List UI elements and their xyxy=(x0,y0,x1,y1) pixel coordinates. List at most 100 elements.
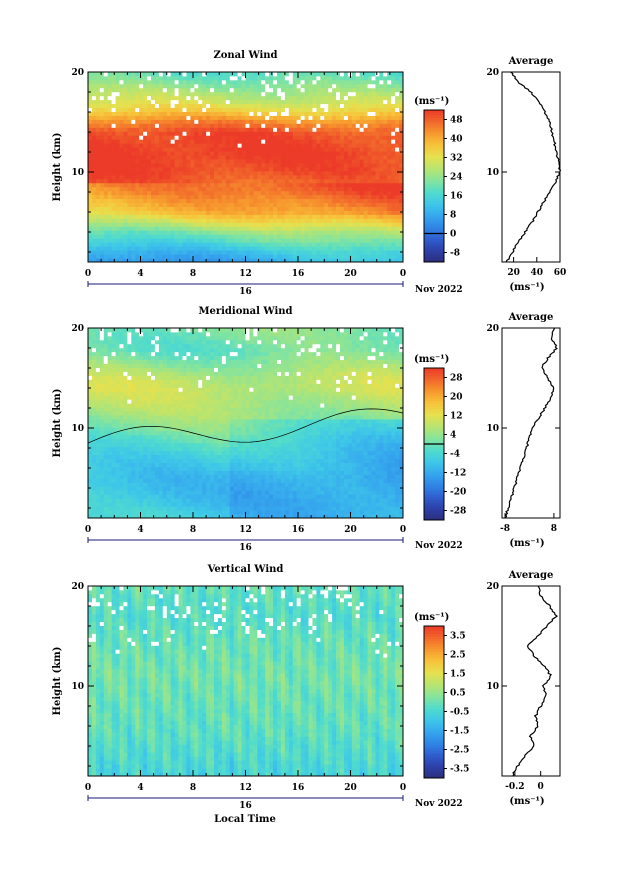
average-profile-line xyxy=(505,71,562,263)
day-label: 16 xyxy=(239,543,252,553)
average-x-tick-label: 60 xyxy=(554,268,567,278)
panel-title: Zonal Wind xyxy=(213,50,277,61)
panel-title: Vertical Wind xyxy=(207,564,284,575)
average-frame xyxy=(501,327,561,519)
colorbar-tick-label: 40 xyxy=(450,135,463,145)
average-title: Average xyxy=(508,570,554,581)
heatmap-field xyxy=(88,586,403,776)
x-tick-label: 8 xyxy=(190,783,196,793)
y-tick-label: 10 xyxy=(71,168,84,178)
colorbar-tick-label: -4 xyxy=(450,450,460,460)
average-x-tick-label: 20 xyxy=(507,268,520,278)
day-label: 16 xyxy=(239,801,252,811)
colorbar-tick-label: -2.5 xyxy=(450,746,469,756)
date-label: Nov 2022 xyxy=(415,799,463,809)
x-tick-label: 12 xyxy=(239,783,252,793)
date-label: Nov 2022 xyxy=(415,541,463,551)
colorbar-tick-label: 0.5 xyxy=(450,689,466,699)
average-x-tick-label: 8 xyxy=(551,524,557,534)
average-x-label: (ms⁻¹) xyxy=(509,796,544,807)
colorbar-unit: (ms⁻¹) xyxy=(414,96,449,107)
colorbar-tick-label: 24 xyxy=(450,173,463,183)
x-tick-label: 4 xyxy=(137,525,143,535)
x-tick-label: 16 xyxy=(292,783,305,793)
panel-1: Meridional Wind 0 4 8 12 16 20 0 10 20 Height (km)… xyxy=(52,306,561,553)
x-tick-label: 0 xyxy=(85,783,91,793)
average-y-tick-label: 10 xyxy=(486,682,499,692)
colorbar-tick-label: 3.5 xyxy=(450,632,466,642)
colorbar-tick-label: 1.5 xyxy=(450,670,466,680)
average-x-label: (ms⁻¹) xyxy=(509,282,544,293)
average-y-tick-label: 20 xyxy=(486,582,499,592)
average-title: Average xyxy=(508,312,554,323)
colorbar-tick-label: 12 xyxy=(450,412,463,422)
y-axis-label: Height (km) xyxy=(52,647,63,716)
average-y-tick-label: 20 xyxy=(486,324,499,334)
colorbar-tick-label: -12 xyxy=(450,469,466,479)
panel-title: Meridional Wind xyxy=(198,306,292,317)
colorbar-tick-label: 8 xyxy=(450,211,456,221)
date-label: Nov 2022 xyxy=(415,285,463,295)
colorbar xyxy=(423,109,445,263)
colorbar-tick-label: 32 xyxy=(450,154,463,164)
average-frame xyxy=(501,585,561,777)
average-x-tick-label: -0.2 xyxy=(505,782,524,792)
average-y-tick-label: 10 xyxy=(486,168,499,178)
average-x-tick-label: 40 xyxy=(531,268,544,278)
x-tick-label: 8 xyxy=(190,269,196,279)
colorbar-tick-label: -1.5 xyxy=(450,727,469,737)
x-tick-label: 0 xyxy=(85,269,91,279)
x-tick-label: 0 xyxy=(400,783,406,793)
colorbar-tick-label: 16 xyxy=(450,192,463,202)
colorbar-tick-label: 20 xyxy=(450,393,463,403)
zero-contour xyxy=(88,408,403,444)
average-y-tick-label: 20 xyxy=(486,68,499,78)
y-tick-label: 10 xyxy=(71,682,84,692)
colorbar-tick-label: -3.5 xyxy=(450,765,469,775)
average-profile-line xyxy=(504,327,558,519)
x-tick-label: 20 xyxy=(344,783,357,793)
colorbar xyxy=(423,625,445,779)
average-x-tick-label: 0 xyxy=(538,782,544,792)
colorbar-tick-label: 28 xyxy=(450,374,463,384)
x-tick-label: 4 xyxy=(137,783,143,793)
x-tick-label: 20 xyxy=(344,269,357,279)
average-x-tick-label: -8 xyxy=(500,524,510,534)
x-tick-label: 0 xyxy=(400,525,406,535)
y-axis-label: Height (km) xyxy=(52,389,63,458)
colorbar-tick-label: -8 xyxy=(450,249,460,259)
x-tick-label: 12 xyxy=(239,525,252,535)
x-tick-label: 0 xyxy=(400,269,406,279)
colorbar-tick-label: 48 xyxy=(450,116,463,126)
panel-2: Vertical Wind 0 4 8 12 16 20 0 10 20 Height (km) 16… xyxy=(52,564,561,811)
x-tick-label: 4 xyxy=(137,269,143,279)
colorbar-tick-label: 2.5 xyxy=(450,651,466,661)
x-tick-label: 20 xyxy=(344,525,357,535)
day-label: 16 xyxy=(239,287,252,297)
colorbar-unit: (ms⁻¹) xyxy=(414,612,449,623)
average-title: Average xyxy=(508,56,554,67)
colorbar-tick-label: -0.5 xyxy=(450,708,469,718)
y-tick-label: 10 xyxy=(71,424,84,434)
colorbar-tick-label: -20 xyxy=(450,488,466,498)
heatmap-field xyxy=(88,72,403,262)
x-tick-label: 16 xyxy=(292,525,305,535)
y-tick-label: 20 xyxy=(71,582,84,592)
figure-xlabel: Local Time xyxy=(214,814,276,825)
colorbar-tick-label: -28 xyxy=(450,507,466,517)
colorbar-unit: (ms⁻¹) xyxy=(414,354,449,365)
colorbar-tick-label: 0 xyxy=(450,230,456,240)
x-tick-label: 8 xyxy=(190,525,196,535)
y-tick-label: 20 xyxy=(71,324,84,334)
average-y-tick-label: 10 xyxy=(486,424,499,434)
average-x-label: (ms⁻¹) xyxy=(509,538,544,549)
x-tick-label: 16 xyxy=(292,269,305,279)
average-frame xyxy=(501,71,561,263)
y-tick-label: 20 xyxy=(71,68,84,78)
colorbar-tick-label: 4 xyxy=(450,431,456,441)
y-axis-label: Height (km) xyxy=(52,133,63,202)
heatmap-field xyxy=(88,328,403,518)
x-tick-label: 12 xyxy=(239,269,252,279)
